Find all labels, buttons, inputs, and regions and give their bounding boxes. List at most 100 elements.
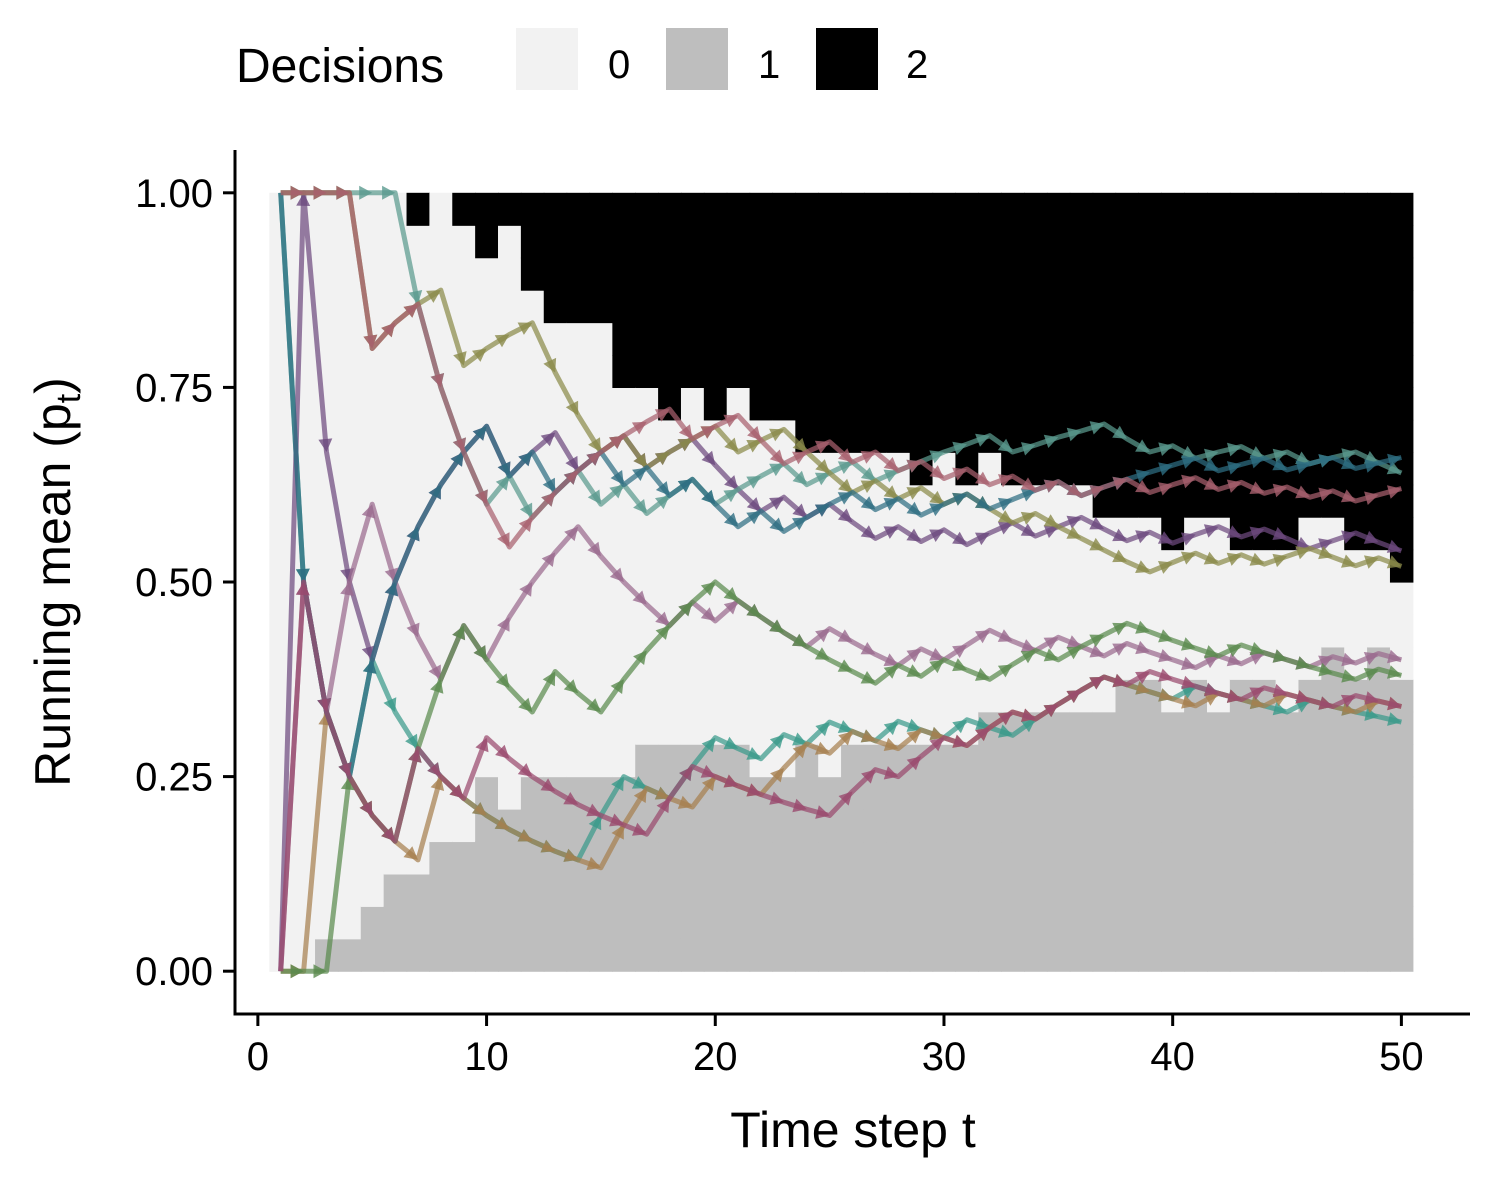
heatmap-cell-606 — [841, 744, 865, 778]
heatmap-cell-1149 — [1344, 257, 1368, 291]
series-run-10-point-35 — [1043, 479, 1059, 493]
heatmap-cell-940 — [1161, 809, 1185, 843]
series-run-7-point-50 — [1387, 665, 1402, 679]
heatmap-cell-384 — [635, 938, 659, 972]
series-run-4-point-46 — [1295, 451, 1310, 464]
heatmap-cell-532 — [772, 809, 796, 843]
series-run-4-point-42 — [1204, 448, 1219, 463]
heatmap-cell-146 — [406, 873, 430, 907]
series-run-4-point-27 — [860, 467, 876, 481]
heatmap-cell-241 — [498, 906, 522, 940]
series-run-8-point-43 — [1226, 461, 1242, 475]
heatmap-cell-445 — [680, 517, 705, 551]
heatmap-cell-1102 — [1298, 225, 1322, 259]
series-run-7-point-39 — [1135, 620, 1150, 634]
heatmap-cell-694 — [909, 225, 934, 259]
heatmap-cell-770 — [1001, 873, 1025, 907]
heatmap-cell-676 — [909, 809, 934, 843]
series-run-9-point-4 — [338, 762, 352, 777]
heatmap-cell-288 — [543, 938, 568, 972]
series-run-9-point-33 — [997, 712, 1013, 726]
heatmap-cell-1099 — [1298, 322, 1322, 356]
heatmap-cell-931 — [1138, 322, 1162, 356]
heatmap-cell-655 — [886, 711, 911, 745]
series-run-6-point-18 — [655, 611, 670, 626]
series-run-10-point-38 — [1112, 476, 1127, 491]
series-run-3-point-15 — [586, 856, 601, 871]
heatmap-cell-818 — [1046, 873, 1071, 907]
series-run-5-point-35 — [1043, 514, 1059, 527]
heatmap-cell-1162 — [1367, 614, 1391, 648]
series-run-8-point-46 — [1295, 460, 1310, 474]
series-run-6-point-17 — [632, 590, 647, 605]
series-run-10-point-21 — [723, 414, 739, 428]
heatmap-cell-166 — [406, 225, 430, 259]
heatmap-cell-70 — [315, 225, 339, 259]
heatmap-cell-689 — [909, 387, 934, 421]
heatmap-cell-480 — [726, 938, 751, 972]
heatmap-cell-807 — [1024, 452, 1048, 486]
series-run-4-point-34 — [1021, 442, 1036, 456]
heatmap-cell-722 — [955, 873, 979, 907]
heatmap-cell-172 — [429, 809, 453, 843]
heatmap-cell-503 — [726, 192, 751, 226]
heatmap-cell-337 — [589, 906, 613, 940]
heatmap-cell-1061 — [1275, 776, 1300, 810]
heatmap-cell-378 — [612, 354, 636, 388]
heatmap-cell-1097 — [1298, 387, 1322, 421]
heatmap-cell-125 — [383, 776, 408, 810]
series-run-9-point-21 — [723, 774, 739, 788]
heatmap-cell-982 — [1184, 225, 1208, 259]
heatmap-cell-316 — [566, 809, 591, 843]
heatmap-cell-997 — [1206, 517, 1231, 551]
series-run-9-point-23 — [769, 791, 784, 805]
heatmap-cell-347 — [589, 582, 613, 616]
heatmap-cell-889 — [1115, 906, 1139, 940]
heatmap-cell-126 — [383, 744, 408, 778]
heatmap-cell-793 — [1024, 906, 1048, 940]
heatmap-cell-1066 — [1275, 614, 1300, 648]
series-run-7-point-25 — [814, 647, 830, 660]
heatmap-cell-914 — [1138, 873, 1162, 907]
heatmap-cell-1076 — [1275, 290, 1300, 324]
heatmap-cell-158 — [406, 484, 430, 518]
series-run-3-point-25 — [814, 741, 830, 755]
series-run-8-point-7 — [406, 526, 420, 542]
series-run-9-point-50 — [1387, 696, 1402, 711]
heatmap-cell-1187 — [1389, 582, 1414, 616]
heatmap-cell-939 — [1161, 841, 1185, 875]
heatmap-cell-67 — [315, 322, 339, 356]
series-run-7-point-45 — [1272, 649, 1287, 663]
heatmap-cell-845 — [1069, 776, 1094, 810]
series-run-7-point-30 — [929, 659, 944, 674]
heatmap-cell-1010 — [1229, 873, 1254, 907]
heatmap-cell-1084 — [1298, 809, 1322, 843]
heatmap-cell-1131 — [1344, 841, 1368, 875]
heatmap-cell-745 — [978, 906, 1002, 940]
series-run-1-point-6 — [383, 697, 397, 712]
series-run-9-point-18 — [656, 798, 670, 814]
heatmap-cell-1120 — [1321, 419, 1345, 453]
series-run-9-point-9 — [449, 784, 464, 799]
heatmap-cell-289 — [543, 906, 568, 940]
heatmap-cell-761 — [978, 387, 1002, 421]
heatmap-cell-699 — [932, 841, 957, 875]
series-run-8-point-28 — [883, 498, 899, 511]
heatmap-cell-1008 — [1229, 938, 1254, 972]
heatmap-cell-528 — [772, 938, 796, 972]
heatmap-cell-641 — [863, 387, 888, 421]
heatmap-cell-307 — [543, 322, 568, 356]
heatmap-cell-89 — [337, 387, 362, 421]
series-run-1-point-26 — [837, 720, 853, 733]
heatmap-cell-863 — [1069, 192, 1094, 226]
heatmap-cell-1006 — [1206, 225, 1231, 259]
heatmap-cell-640 — [863, 419, 888, 453]
series-run-3-point-18 — [654, 786, 670, 800]
heatmap-cell-579 — [818, 841, 842, 875]
heatmap-cell-963 — [1184, 841, 1208, 875]
heatmap-cell-455 — [680, 192, 705, 226]
heatmap-cell-1000 — [1206, 419, 1231, 453]
series-run-5-point-14 — [565, 400, 579, 416]
heatmap-cell-223 — [475, 711, 499, 745]
heatmap-cell-1098 — [1298, 354, 1322, 388]
